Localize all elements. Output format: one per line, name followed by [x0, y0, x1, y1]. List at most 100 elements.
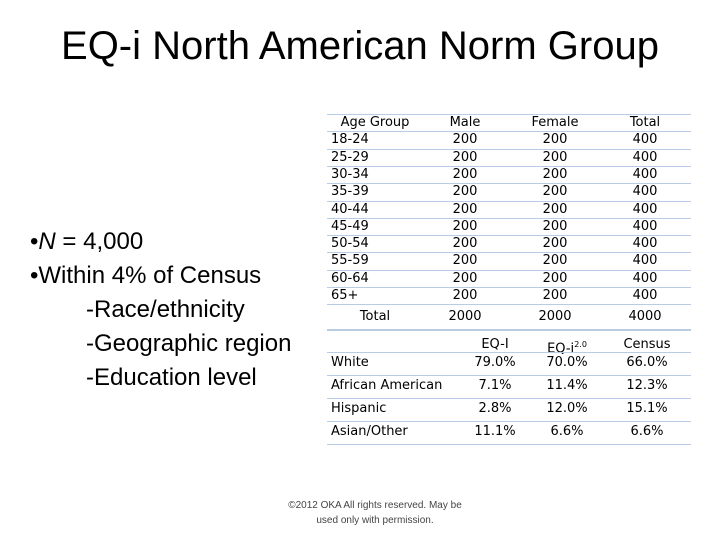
row-divider	[327, 114, 691, 115]
table-cell: 200	[452, 184, 478, 200]
table-cell: 200	[452, 149, 478, 165]
footer: used only with permission.	[316, 515, 434, 526]
table-cell: Hispanic	[331, 401, 387, 416]
row-divider	[327, 444, 691, 445]
table-cell: 400	[632, 149, 658, 165]
row-divider	[327, 421, 691, 422]
table-cell: 400	[632, 218, 658, 234]
header-text: EQ-I	[481, 337, 509, 352]
table-cell: 200	[452, 218, 478, 234]
table-cell: 200	[542, 270, 568, 286]
table-cell: 55-59	[331, 253, 369, 269]
row-divider	[327, 200, 691, 202]
table-cell: 12.3%	[626, 378, 668, 393]
row-divider	[327, 352, 691, 353]
table-cell: 200	[542, 184, 568, 200]
bullet: •Within 4% of Census	[30, 262, 262, 289]
table-cell: 400	[632, 132, 658, 148]
table-cell: 200	[542, 132, 568, 148]
row-divider	[327, 252, 691, 254]
table-cell: 65+	[331, 288, 359, 303]
bullet: •N = 4,000	[30, 228, 144, 255]
table-cell: 200	[542, 236, 568, 252]
slide-title: EQ-i North American Norm Group	[61, 24, 659, 68]
table-cell: 30-34	[331, 166, 369, 182]
row-divider	[327, 287, 691, 288]
table-cell: 200	[452, 236, 478, 252]
table-cell: Total	[359, 309, 391, 325]
table-cell: 200	[542, 201, 568, 217]
row-divider	[327, 217, 691, 219]
table-cell: 18-24	[331, 132, 369, 148]
table-cell: 200	[542, 288, 568, 303]
row-divider	[327, 148, 691, 150]
table-cell: 200	[452, 253, 478, 269]
table-cell: 400	[632, 184, 658, 200]
table-cell: 50-54	[331, 236, 369, 252]
table-cell: 15.1%	[626, 401, 668, 416]
table-cell: 400	[632, 270, 658, 286]
header-superscript: 2.0	[574, 340, 587, 349]
table-cell: 40-44	[331, 201, 369, 217]
row-divider	[327, 131, 691, 133]
table-cell: 200	[542, 149, 568, 165]
table-cell: 200	[542, 166, 568, 182]
table-cell: 200	[452, 166, 478, 182]
table-cell: 79.0%	[474, 355, 516, 370]
row-divider	[327, 330, 691, 331]
table-cell: 12.0%	[546, 401, 588, 416]
table-cell: Total	[629, 115, 661, 130]
table-cell: 400	[632, 236, 658, 252]
header-text: Census	[623, 337, 671, 352]
table-cell: 66.0%	[626, 355, 668, 370]
sub-bullet: -Education level	[86, 364, 257, 391]
table-cell: 7.1%	[478, 378, 512, 393]
bullet-text: Within 4% of Census	[38, 262, 262, 289]
table-cell: 35-39	[331, 184, 369, 200]
bullet-text: = 4,000	[62, 228, 144, 255]
table-cell: African American	[331, 378, 443, 393]
sub-bullet: -Race/ethnicity	[86, 296, 245, 323]
row-divider	[327, 235, 691, 237]
table-cell: 400	[632, 253, 658, 269]
table-cell: 200	[452, 288, 478, 303]
table-cell: 200	[542, 253, 568, 269]
table-cell: Age Group	[340, 115, 410, 130]
table-cell: 200	[542, 218, 568, 234]
table-cell: Female	[531, 115, 579, 130]
row-divider	[327, 269, 691, 271]
table-cell: 45-49	[331, 218, 369, 234]
table-cell: 2000	[448, 309, 482, 325]
row-divider	[327, 328, 691, 330]
table-header: EQ-I	[455, 336, 535, 353]
table-cell: 400	[632, 201, 658, 217]
footer: ©2012 OKA All rights reserved. May be	[288, 500, 462, 511]
table-cell: 6.6%	[630, 424, 664, 439]
table-cell: 11.1%	[474, 424, 516, 439]
bullet-variable: N	[38, 228, 56, 255]
table-cell: 2000	[538, 309, 572, 325]
table-cell: 70.0%	[546, 355, 588, 370]
table-cell: 200	[452, 132, 478, 148]
row-divider	[327, 165, 691, 167]
table-cell: 6.6%	[550, 424, 584, 439]
table-cell: 400	[632, 166, 658, 182]
table-header: Census	[607, 336, 687, 353]
table-cell: 200	[452, 270, 478, 286]
table-cell: 25-29	[331, 149, 369, 165]
table-cell: 2.8%	[478, 401, 512, 416]
table-cell: Male	[449, 115, 481, 130]
row-divider	[327, 183, 691, 185]
table-cell: 400	[632, 288, 658, 303]
table-cell: White	[331, 355, 369, 370]
row-divider	[327, 375, 691, 376]
table-cell: 200	[452, 201, 478, 217]
sub-bullet: -Geographic region	[86, 330, 292, 357]
table-cell: 11.4%	[546, 378, 588, 393]
table-cell: 60-64	[331, 270, 369, 286]
row-divider	[327, 304, 691, 306]
table-cell: 4000	[628, 309, 662, 325]
table-cell: Asian/Other	[331, 424, 408, 439]
row-divider	[327, 398, 691, 399]
